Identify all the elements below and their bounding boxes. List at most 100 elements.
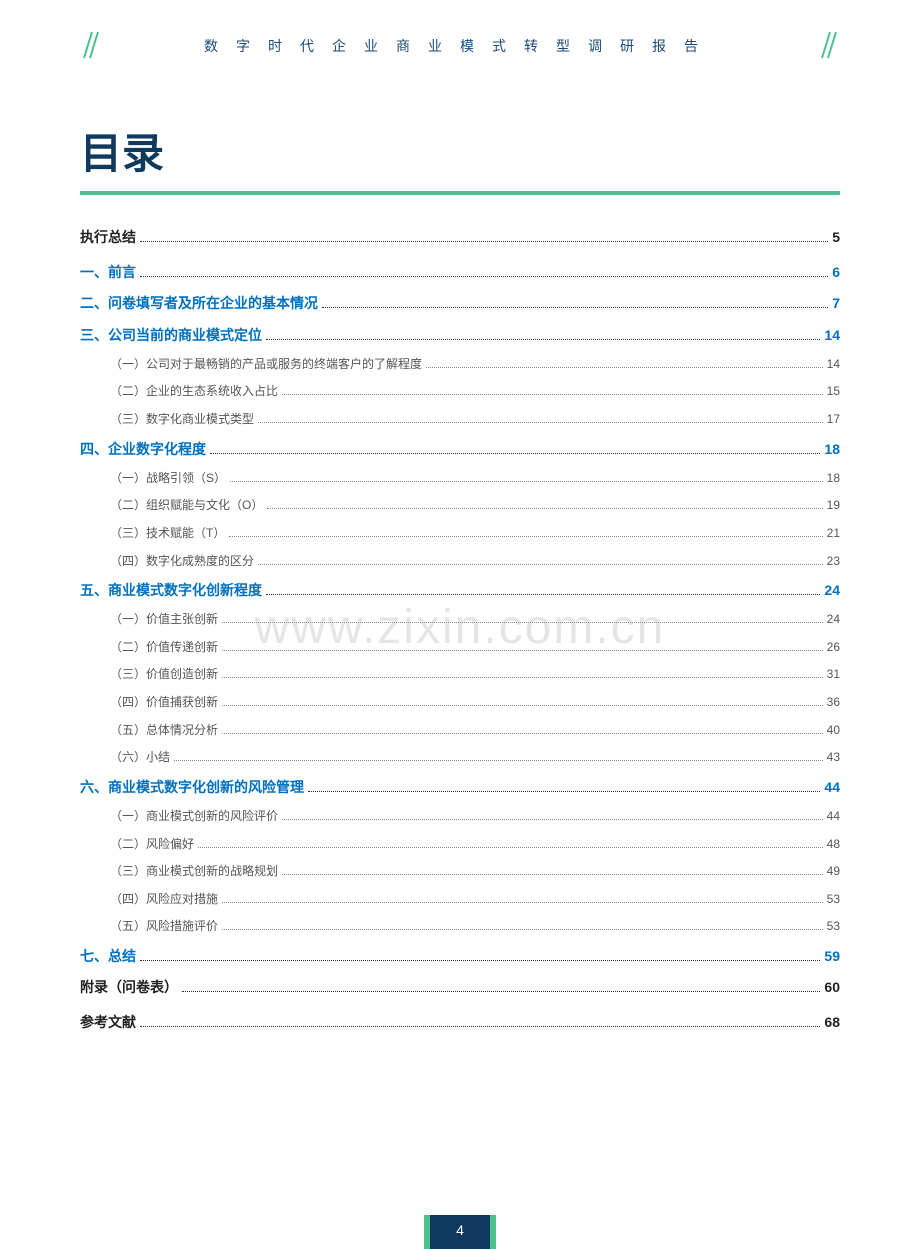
toc-page-number: 53 xyxy=(827,916,840,938)
toc-label: 一、前言 xyxy=(80,260,136,285)
toc-page-number: 5 xyxy=(832,225,840,250)
toc-page-number: 36 xyxy=(827,692,840,714)
toc-row: （四）数字化成熟度的区分 23 xyxy=(80,551,840,573)
toc-page-number: 43 xyxy=(827,747,840,769)
toc-label: 附录（问卷表） xyxy=(80,975,178,1000)
toc-label: （六）小结 xyxy=(110,747,170,769)
toc-page-number: 26 xyxy=(827,637,840,659)
toc-row: 六、商业模式数字化创新的风险管理44 xyxy=(80,775,840,800)
toc-label: （五）风险措施评价 xyxy=(110,916,218,938)
toc-dots xyxy=(282,819,823,820)
toc-page-number: 24 xyxy=(824,578,840,603)
toc-dots xyxy=(222,902,823,903)
toc-row: （二）企业的生态系统收入占比 15 xyxy=(80,381,840,403)
toc-row: （一）战略引领（S）18 xyxy=(80,468,840,490)
toc-label: （四）价值捕获创新 xyxy=(110,692,218,714)
toc-label: 五、商业模式数字化创新程度 xyxy=(80,578,262,603)
toc-page-number: 21 xyxy=(827,523,840,545)
toc-label: （三）技术赋能（T） xyxy=(110,523,225,545)
slash-decoration-left-icon xyxy=(80,30,100,60)
toc-page-number: 15 xyxy=(827,381,840,403)
toc-dots xyxy=(140,1026,820,1027)
toc-row: 一、前言 6 xyxy=(80,260,840,285)
toc-row: 三、公司当前的商业模式定位14 xyxy=(80,323,840,348)
toc-row: 执行总结 5 xyxy=(80,225,840,250)
toc-row: （二）组织赋能与文化（O）19 xyxy=(80,495,840,517)
table-of-contents: 执行总结 5 一、前言 6 二、问卷填写者及所在企业的基本情况 7 三、公司当前的商业模式定… xyxy=(80,225,840,1036)
toc-page-number: 68 xyxy=(824,1010,840,1035)
toc-dots xyxy=(266,339,820,340)
toc-row: 四、企业数字化程度 18 xyxy=(80,437,840,462)
toc-label: （二）组织赋能与文化（O） xyxy=(110,495,263,517)
toc-label: （一）公司对于最畅销的产品或服务的终端客户的了解程度 xyxy=(110,354,422,376)
toc-heading: 目录 xyxy=(80,120,840,181)
toc-row: 二、问卷填写者及所在企业的基本情况 7 xyxy=(80,291,840,316)
toc-page-number: 40 xyxy=(827,720,840,742)
toc-row: （二）风险偏好 48 xyxy=(80,834,840,856)
toc-label: 执行总结 xyxy=(80,225,136,250)
toc-dots xyxy=(198,847,823,848)
toc-row: （三）技术赋能（T） 21 xyxy=(80,523,840,545)
toc-label: （三）价值创造创新 xyxy=(110,664,218,686)
toc-page-number: 44 xyxy=(827,806,840,828)
toc-page-number: 60 xyxy=(824,975,840,1000)
toc-dots xyxy=(322,307,828,308)
toc-page-number: 7 xyxy=(832,291,840,316)
toc-label: （二）风险偏好 xyxy=(110,834,194,856)
toc-label: 二、问卷填写者及所在企业的基本情况 xyxy=(80,291,318,316)
toc-row: 附录（问卷表） 60 xyxy=(80,975,840,1000)
toc-row: 七、总结59 xyxy=(80,944,840,969)
toc-dots xyxy=(426,367,823,368)
toc-label: （二）企业的生态系统收入占比 xyxy=(110,381,278,403)
toc-row: （三）商业模式创新的战略规划 49 xyxy=(80,861,840,883)
toc-label: 三、公司当前的商业模式定位 xyxy=(80,323,262,348)
toc-dots xyxy=(140,276,828,277)
toc-label: 七、总结 xyxy=(80,944,136,969)
toc-row: （四）价值捕获创新 36 xyxy=(80,692,840,714)
toc-dots xyxy=(222,650,823,651)
toc-dots xyxy=(174,760,823,761)
toc-label: （三）数字化商业模式类型 xyxy=(110,409,254,431)
toc-dots xyxy=(140,960,820,961)
toc-page-number: 49 xyxy=(827,861,840,883)
toc-dots xyxy=(222,622,823,623)
toc-dots xyxy=(140,241,828,242)
toc-dots xyxy=(258,422,823,423)
toc-page-number: 6 xyxy=(832,260,840,285)
toc-dots xyxy=(282,394,823,395)
toc-dots xyxy=(267,508,822,509)
toc-dots xyxy=(222,677,823,678)
toc-dots xyxy=(308,791,820,792)
toc-label: （四）数字化成熟度的区分 xyxy=(110,551,254,573)
header-bar: 数字时代企业商业模式转型调研报告 xyxy=(80,30,840,70)
toc-row: （三）价值创造创新 31 xyxy=(80,664,840,686)
toc-dots xyxy=(210,453,820,454)
toc-label: 六、商业模式数字化创新的风险管理 xyxy=(80,775,304,800)
document-page: 数字时代企业商业模式转型调研报告 目录 执行总结 5 一、前言 6 二、问卷填写者及所在… xyxy=(0,0,920,1036)
toc-page-number: 48 xyxy=(827,834,840,856)
toc-dots xyxy=(222,929,823,930)
toc-row: （六）小结 43 xyxy=(80,747,840,769)
toc-page-number: 23 xyxy=(827,551,840,573)
toc-label: 四、企业数字化程度 xyxy=(80,437,206,462)
toc-dots xyxy=(230,481,823,482)
toc-label: （五）总体情况分析 xyxy=(110,720,218,742)
toc-label: （一）商业模式创新的风险评价 xyxy=(110,806,278,828)
toc-row: （一）公司对于最畅销的产品或服务的终端客户的了解程度14 xyxy=(80,354,840,376)
toc-page-number: 31 xyxy=(827,664,840,686)
toc-dots xyxy=(282,874,823,875)
toc-page-number: 24 xyxy=(827,609,840,631)
toc-page-number: 18 xyxy=(824,437,840,462)
toc-dots xyxy=(222,733,823,734)
toc-row: （四）风险应对措施53 xyxy=(80,889,840,911)
toc-label: （三）商业模式创新的战略规划 xyxy=(110,861,278,883)
toc-page-number: 18 xyxy=(827,468,840,490)
toc-label: （二）价值传递创新 xyxy=(110,637,218,659)
toc-label: （一）价值主张创新 xyxy=(110,609,218,631)
toc-dots xyxy=(266,594,820,595)
header-title: 数字时代企业商业模式转型调研报告 xyxy=(80,30,840,56)
toc-label: 参考文献 xyxy=(80,1010,136,1035)
toc-label: （四）风险应对措施 xyxy=(110,889,218,911)
toc-row: （五）总体情况分析 40 xyxy=(80,720,840,742)
toc-dots xyxy=(222,705,823,706)
